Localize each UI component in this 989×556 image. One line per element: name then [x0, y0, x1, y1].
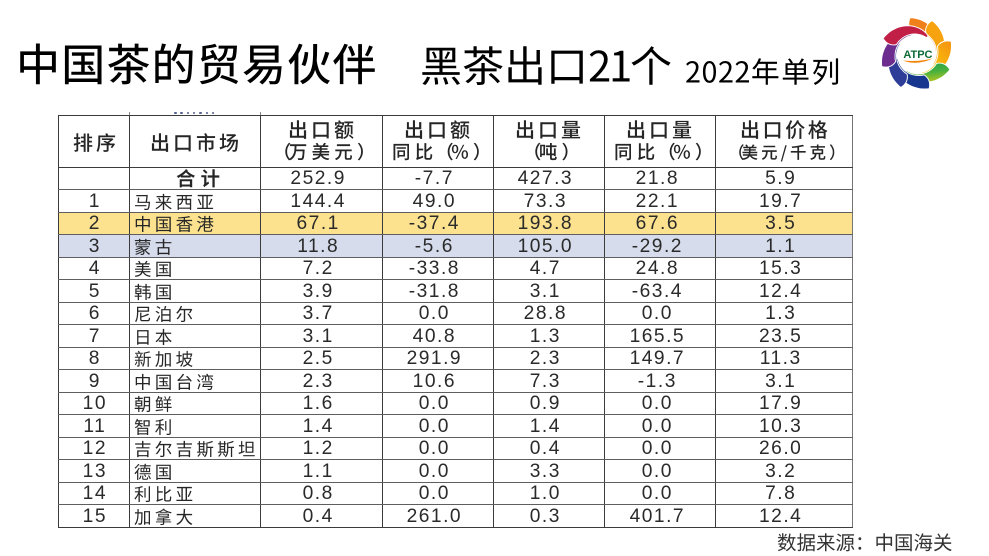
svg-text:ATPC: ATPC	[903, 49, 932, 61]
